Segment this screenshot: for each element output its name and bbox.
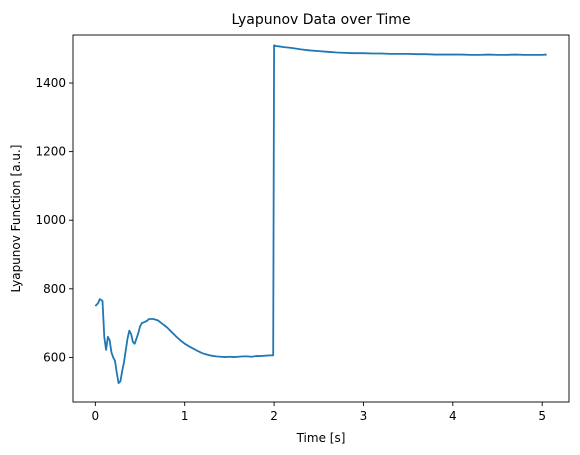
y-tick-label: 1400 (35, 76, 66, 90)
x-tick-label: 3 (360, 409, 368, 423)
y-tick-label: 800 (43, 282, 66, 296)
x-axis-label: Time [s] (296, 431, 346, 445)
y-tick-label: 600 (43, 350, 66, 364)
x-tick-label: 2 (270, 409, 278, 423)
x-tick-label: 5 (538, 409, 546, 423)
axes-frame (72, 34, 570, 403)
y-tick-label: 1200 (35, 145, 66, 159)
y-tick-label: 1000 (35, 213, 66, 227)
x-tick-label: 0 (92, 409, 100, 423)
series-line-0 (94, 44, 547, 385)
x-tick-label: 4 (449, 409, 457, 423)
x-tick-label: 1 (181, 409, 189, 423)
y-ticks: 600 800 1000 1200 1400 (35, 76, 73, 364)
plot-layer (94, 44, 547, 385)
y-axis-label: Lyapunov Function [a.u.] (9, 145, 23, 293)
chart-title: Lyapunov Data over Time (231, 12, 410, 28)
x-ticks: 0 1 2 3 4 5 (92, 402, 546, 423)
